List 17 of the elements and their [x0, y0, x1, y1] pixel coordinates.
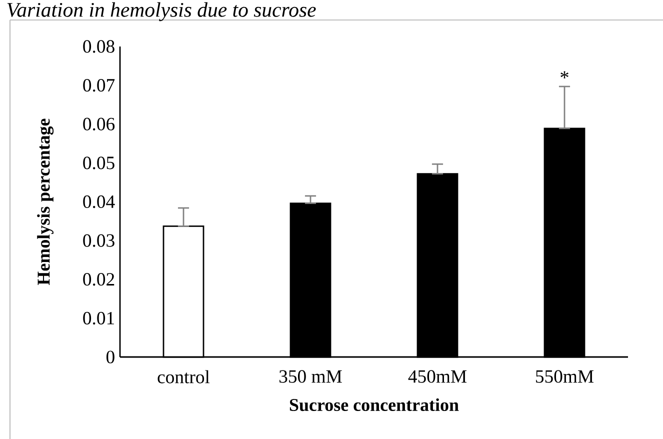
y-tick-label: 0.06: [83, 118, 115, 130]
y-tick-label: 0.07: [83, 78, 115, 92]
y-tick-label: 0.02: [83, 273, 114, 286]
x-tick-label: 350 mM: [279, 370, 342, 383]
y-axis-title: Hemolysis percentage: [37, 118, 54, 285]
x-tick-label: control: [158, 370, 210, 384]
chart-title: Variation in hemolysis due to sucrose: [7, 2, 316, 22]
y-tick-label: 0.08: [83, 40, 114, 53]
x-tick-label: 450mM: [408, 370, 467, 383]
y-tick-label: 0.03: [83, 234, 114, 247]
y-tick-label: 0: [106, 350, 114, 364]
y-tick-label: 0.04: [83, 195, 115, 208]
y-tick-label: 0.01: [83, 312, 114, 325]
y-tick-label: 0.05: [83, 156, 114, 170]
x-axis-title: Sucrose concentration: [290, 398, 459, 412]
x-tick-label: 550mM: [536, 370, 594, 383]
annotation: *: [560, 71, 568, 78]
